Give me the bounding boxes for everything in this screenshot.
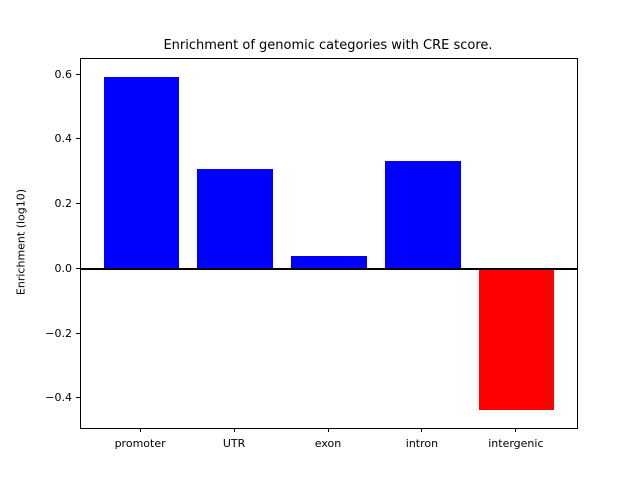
y-tick-mark	[76, 73, 80, 75]
plot-area	[80, 58, 578, 429]
x-tick-label-exon: exon	[314, 437, 342, 450]
x-tick-label-UTR: UTR	[222, 437, 246, 450]
y-tick-label: −0.2	[45, 326, 72, 340]
bar-exon	[291, 256, 367, 270]
zero-baseline	[81, 268, 577, 271]
chart-title: Enrichment of genomic categories with CR…	[163, 38, 493, 53]
y-tick-label: 0.6	[54, 67, 73, 81]
y-tick-mark	[76, 203, 80, 205]
y-tick-mark	[76, 397, 80, 399]
y-tick-mark	[76, 332, 80, 334]
x-tick-label-intron: intron	[405, 437, 439, 450]
bar-intergenic	[479, 269, 555, 411]
x-tick-mark	[327, 428, 329, 432]
y-tick-label: 0.4	[54, 132, 73, 146]
x-tick-label-intergenic: intergenic	[488, 437, 544, 450]
x-tick-mark	[421, 428, 423, 432]
y-tick-label: −0.4	[45, 391, 72, 405]
y-tick-label: 0.2	[54, 197, 73, 211]
bar-promoter	[103, 76, 179, 270]
x-tick-mark	[515, 428, 517, 432]
bar-UTR	[197, 169, 273, 270]
x-tick-mark	[139, 428, 141, 432]
y-tick-mark	[76, 138, 80, 140]
x-tick-mark	[233, 428, 235, 432]
y-tick-mark	[76, 267, 80, 269]
bar-intron	[385, 160, 461, 270]
x-tick-label-promoter: promoter	[114, 437, 166, 450]
y-tick-label: 0.0	[54, 261, 73, 275]
